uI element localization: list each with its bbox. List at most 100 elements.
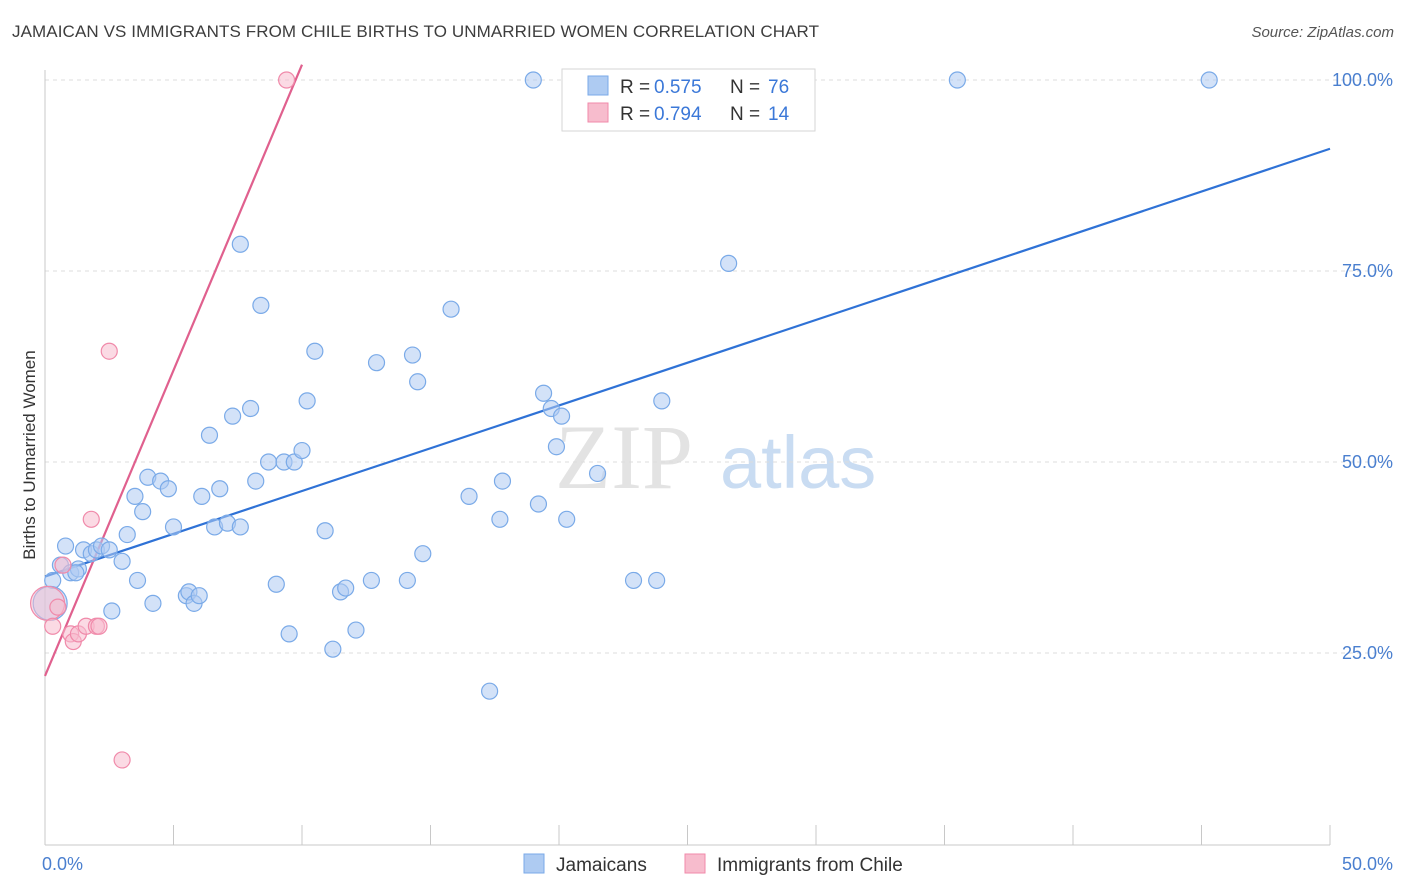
legend-n-value-0: 76: [768, 77, 789, 98]
point-jamaicans-73: [1200, 71, 1218, 89]
point-jamaicans-60: [524, 71, 542, 89]
point-jamaicans-35: [252, 296, 270, 314]
point-chile-1: [44, 617, 62, 635]
point-jamaicans-57: [481, 682, 499, 700]
legend-swatch-chile: [587, 102, 609, 123]
point-jamaicans-39: [280, 625, 298, 643]
point-jamaicans-64: [547, 438, 566, 456]
point-jamaicans-72: [948, 71, 966, 89]
y-axis-label: Births to Unmarried Women: [20, 350, 39, 559]
legend-r-label-0: R =: [620, 77, 650, 98]
legend-n-label-0: N =: [730, 77, 760, 98]
point-jamaicans-58: [491, 510, 509, 528]
point-jamaicans-54: [414, 545, 432, 563]
point-jamaicans-17: [144, 594, 162, 612]
legend-r-value-1: 0.794: [654, 104, 702, 125]
x-tick-label-0: 0.0%: [42, 854, 83, 874]
point-jamaicans-11: [113, 552, 131, 570]
point-jamaicans-66: [558, 510, 576, 528]
point-chile-13: [277, 71, 296, 89]
point-jamaicans-24: [190, 587, 208, 605]
point-jamaicans-70: [653, 392, 671, 410]
point-jamaicans-69: [648, 571, 666, 590]
point-jamaicans-9: [100, 541, 118, 559]
point-jamaicans-13: [126, 487, 144, 505]
point-jamaicans-25: [193, 487, 211, 505]
point-jamaicans-44: [316, 522, 334, 540]
point-chile-10: [90, 617, 108, 635]
point-jamaicans-33: [242, 399, 260, 418]
bottom-legend-swatch-chile: [684, 853, 706, 874]
point-jamaicans-36: [259, 453, 278, 471]
point-jamaicans-55: [442, 300, 460, 318]
point-chile-2: [49, 598, 67, 616]
legend-swatch-jamaicans: [587, 75, 609, 96]
point-jamaicans-62: [534, 384, 553, 402]
point-jamaicans-53: [409, 373, 427, 391]
point-jamaicans-61: [529, 495, 548, 513]
y-tick-label-0: 25.0%: [1342, 643, 1393, 663]
point-jamaicans-43: [306, 342, 324, 360]
watermark-zip: ZIP: [555, 406, 693, 508]
legend-box: R = 0.575 N = 76 R = 0.794 N = 14: [561, 68, 816, 132]
watermark: ZIP atlas: [555, 406, 876, 508]
point-jamaicans-41: [293, 441, 311, 460]
axes: [44, 70, 1331, 846]
point-jamaicans-37: [267, 575, 285, 593]
point-jamaicans-67: [588, 464, 607, 483]
point-jamaicans-2: [56, 537, 75, 555]
point-jamaicans-42: [298, 392, 316, 410]
bottom-legend: Jamaicans Immigrants from Chile: [523, 853, 903, 876]
point-jamaicans-75: [67, 564, 85, 582]
legend-n-value-1: 14: [768, 104, 790, 125]
point-jamaicans-47: [337, 579, 355, 597]
bottom-legend-chile: Immigrants from Chile: [717, 855, 903, 876]
grid-lines: [45, 79, 1390, 654]
legend-r-value-0: 0.575: [654, 77, 702, 98]
point-jamaicans-10: [103, 602, 121, 620]
y-tick-label-3: 100.0%: [1332, 70, 1393, 90]
point-jamaicans-20: [164, 518, 183, 536]
y-tick-label-2: 75.0%: [1342, 261, 1393, 281]
point-jamaicans-48: [347, 621, 365, 639]
point-jamaicans-50: [367, 354, 386, 372]
y-tick-label-1: 50.0%: [1342, 452, 1393, 472]
point-jamaicans-19: [159, 480, 177, 498]
point-jamaicans-30: [224, 407, 242, 425]
point-jamaicans-49: [362, 571, 380, 590]
chart-title: JAMAICAN VS IMMIGRANTS FROM CHILE BIRTHS…: [12, 22, 820, 41]
point-jamaicans-71: [720, 254, 738, 272]
point-jamaicans-56: [460, 487, 478, 505]
point-chile-12: [113, 751, 131, 769]
trend-line-jamaicans: [44, 147, 1331, 578]
point-chile-11: [100, 342, 118, 360]
trend-lines: [43, 64, 1331, 677]
bottom-legend-jamaicans: Jamaicans: [556, 855, 647, 876]
point-jamaicans-34: [247, 472, 265, 490]
x-tick-label-1: 50.0%: [1342, 854, 1393, 874]
data-points: [29, 71, 1218, 769]
point-jamaicans-68: [624, 571, 643, 590]
point-jamaicans-26: [200, 426, 219, 444]
point-jamaicans-28: [211, 480, 229, 498]
point-chile-8: [82, 510, 100, 528]
point-jamaicans-32: [231, 235, 249, 253]
point-jamaicans-51: [398, 571, 416, 590]
trend-line-chile: [43, 64, 304, 677]
point-chile-3: [54, 556, 72, 574]
y-tick-labels: 25.0% 50.0% 75.0% 100.0%: [1332, 70, 1393, 663]
legend-n-label-1: N =: [730, 104, 760, 125]
x-tick-labels: 0.0% 50.0%: [42, 854, 1393, 874]
point-jamaicans-31: [231, 518, 249, 536]
point-jamaicans-52: [403, 346, 422, 364]
legend-r-label-1: R =: [620, 104, 650, 125]
bottom-legend-swatch-jamaicans: [523, 853, 545, 874]
point-jamaicans-12: [118, 525, 136, 544]
point-jamaicans-15: [134, 503, 152, 521]
source-credit: Source: ZipAtlas.com: [1251, 24, 1394, 41]
point-jamaicans-14: [128, 571, 147, 590]
point-jamaicans-65: [552, 407, 571, 425]
point-jamaicans-59: [493, 472, 512, 490]
